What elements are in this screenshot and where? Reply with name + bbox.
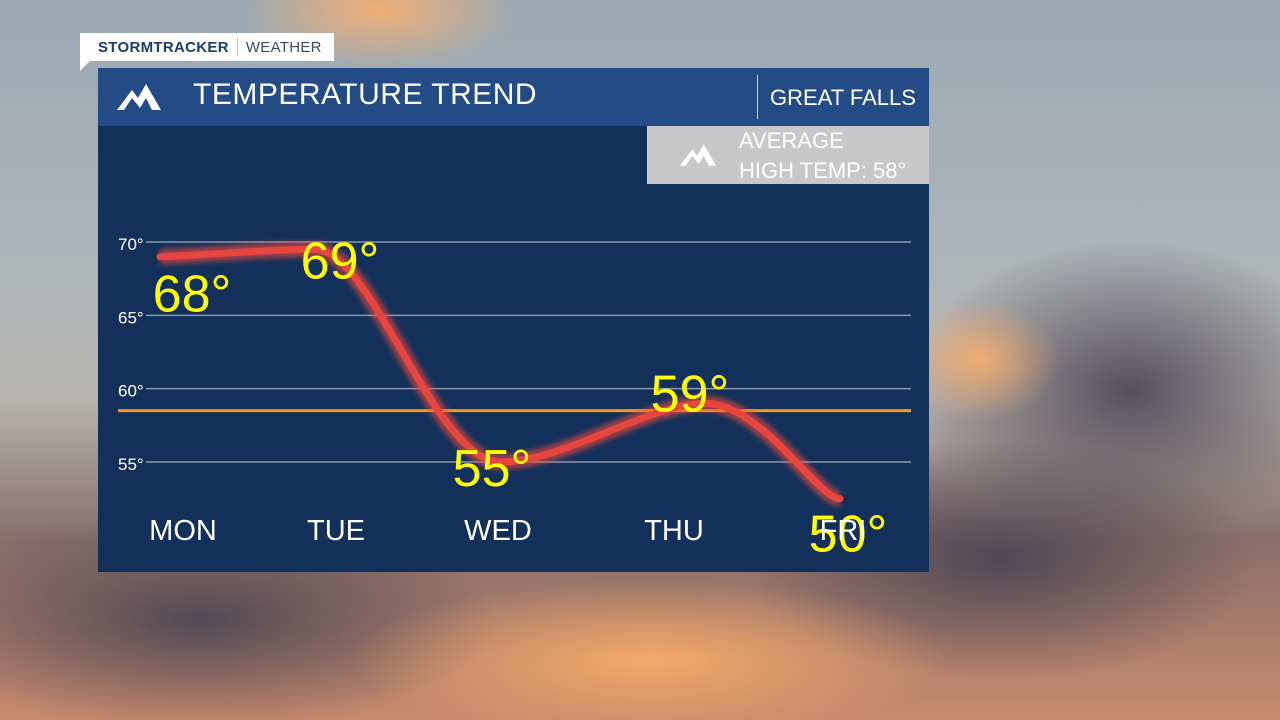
brand-tail [80, 61, 90, 71]
average-line2: HIGH TEMP: 58° [739, 158, 907, 183]
y-tick-label: 70° [118, 235, 144, 254]
value-label-fri: 50° [809, 505, 888, 563]
mountain-logo-icon [117, 84, 161, 110]
header-divider [757, 75, 758, 119]
brand-bug: STORMTRACKER WEATHER [80, 33, 334, 61]
x-tick-label-mon: MON [149, 515, 217, 547]
chart-title: TEMPERATURE TREND [193, 78, 538, 111]
x-tick-label-wed: WED [464, 515, 532, 547]
brand-section: WEATHER [245, 38, 322, 56]
temperature-curve [156, 245, 844, 503]
value-label-mon: 68° [153, 265, 232, 323]
x-tick-label-tue: TUE [307, 515, 365, 547]
brand-name: STORMTRACKER [98, 38, 229, 56]
value-label-thu: 59° [651, 365, 730, 423]
mountain-icon [679, 144, 717, 166]
y-tick-label: 60° [118, 382, 144, 401]
value-label-wed: 55° [453, 440, 532, 498]
x-tick-label-thu: THU [644, 515, 704, 547]
average-text: AVERAGE HIGH TEMP: 58° [739, 126, 906, 186]
location-label: GREAT FALLS [770, 85, 916, 110]
x-tick-label-fri: FRI [820, 515, 867, 547]
y-tick-label: 65° [118, 308, 144, 327]
brand-divider [236, 38, 238, 56]
y-tick-label: 55° [118, 455, 144, 474]
average-line1: AVERAGE [739, 128, 844, 153]
value-label-tue: 69° [301, 233, 380, 291]
chart-header [98, 68, 929, 126]
